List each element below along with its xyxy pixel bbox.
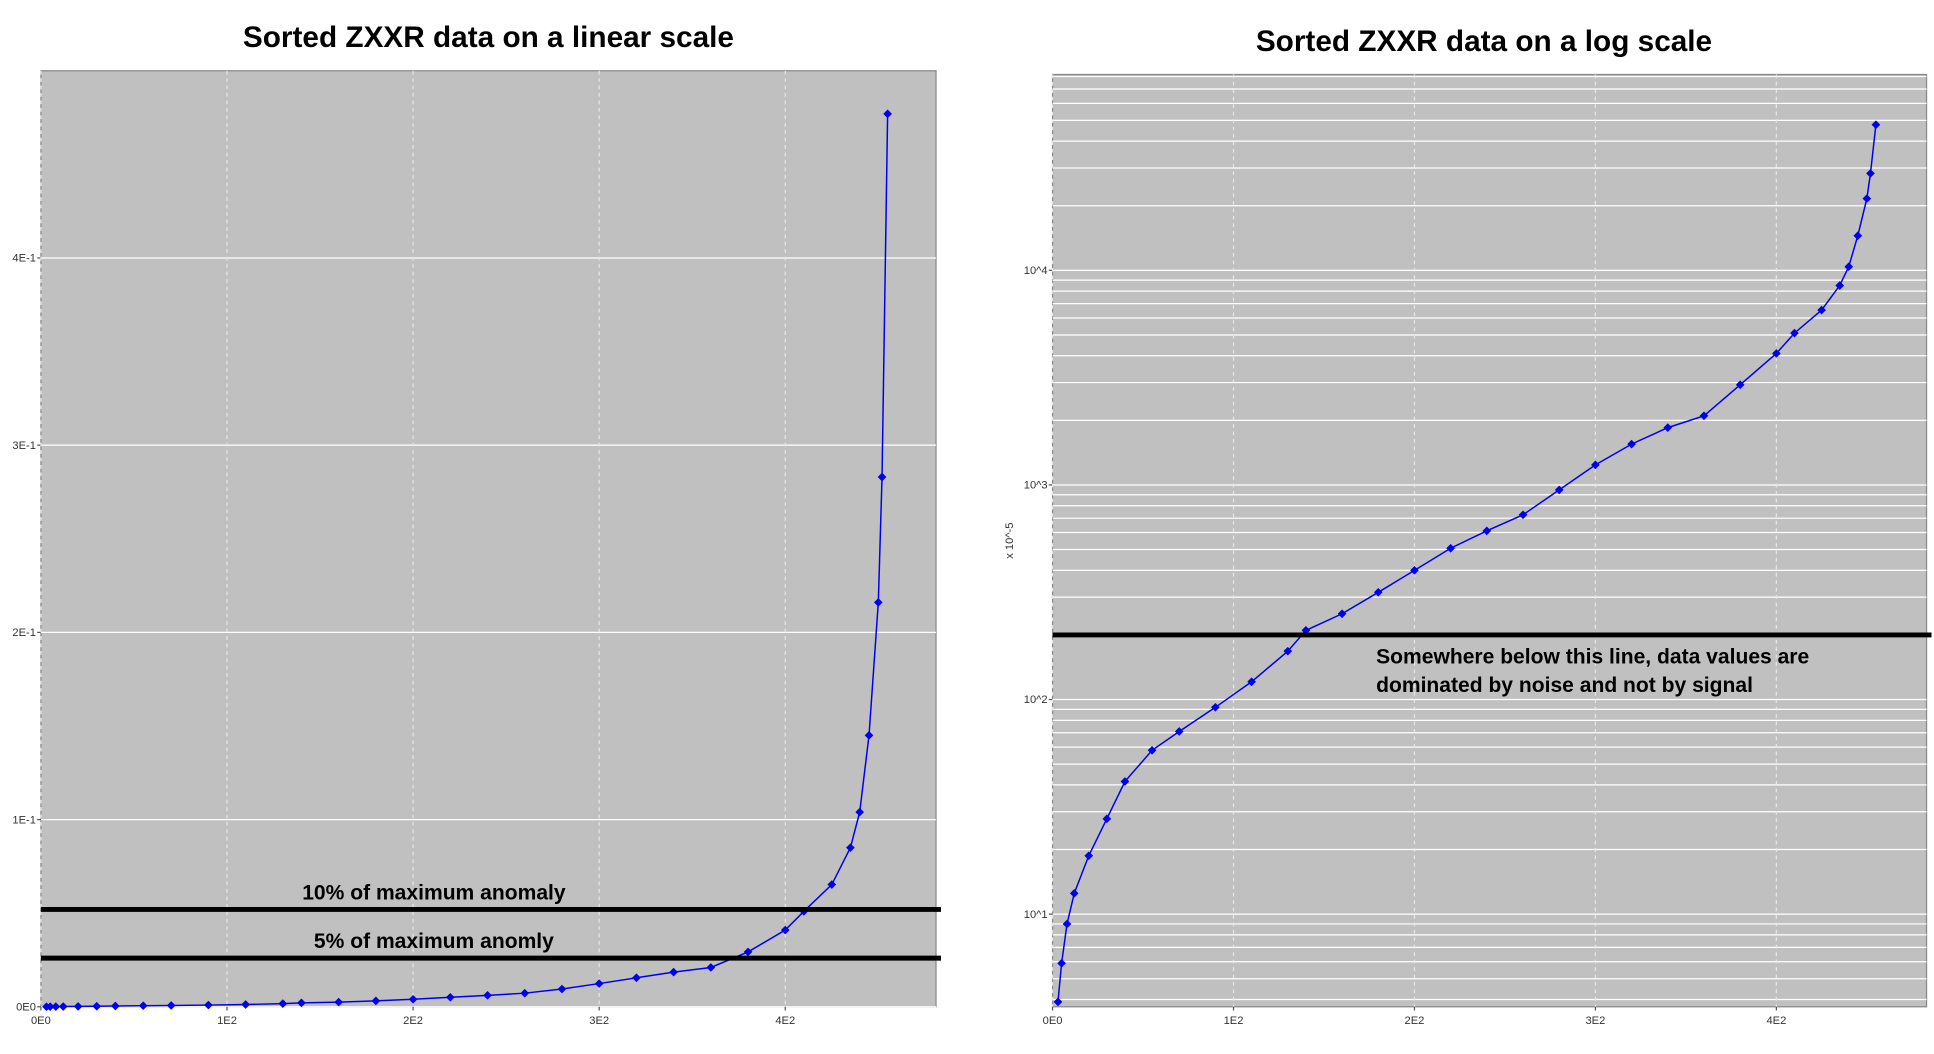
- data-point: [1627, 439, 1636, 449]
- data-point: [1057, 958, 1066, 968]
- data-point: [520, 988, 530, 998]
- data-point: [1174, 727, 1184, 736]
- data-point: [166, 1001, 176, 1010]
- data-point: [1866, 169, 1875, 178]
- x-tick-label: 1E2: [1224, 1015, 1244, 1027]
- data-point: [780, 925, 790, 935]
- y-tick-label: 1E-1: [12, 814, 36, 826]
- data-point: [371, 996, 381, 1006]
- data-point: [1518, 510, 1528, 520]
- data-point: [138, 1001, 148, 1011]
- data-point: [743, 947, 753, 957]
- data-point: [1862, 194, 1872, 203]
- data-point: [846, 843, 855, 852]
- data-line: [1057, 124, 1877, 1002]
- x-tick-label: 1E2: [217, 1015, 237, 1027]
- y-axis-label: x 10^-5: [1004, 523, 1016, 559]
- y-tick-label: 2E-1: [12, 627, 36, 639]
- data-point: [1069, 888, 1079, 898]
- data-point: [1337, 609, 1347, 619]
- annotation: 5% of maximum anomly: [314, 930, 554, 953]
- data-point: [1735, 380, 1745, 390]
- data-point: [1482, 526, 1492, 536]
- x-tick-label: 4E2: [775, 1015, 795, 1027]
- data-point: [1853, 231, 1863, 241]
- data-point: [334, 997, 343, 1007]
- data-point: [483, 991, 492, 1000]
- data-point: [1772, 349, 1781, 358]
- y-tick-label: 10^2: [1024, 694, 1048, 706]
- data-point: [204, 1000, 213, 1010]
- data-point: [1410, 566, 1419, 575]
- annotation: dominated by noise and not by signal: [1376, 674, 1753, 697]
- data-point: [1084, 851, 1094, 861]
- data-point: [1283, 646, 1293, 656]
- data-point: [241, 1000, 250, 1009]
- chart-title: Sorted ZXXR data on a log scale: [1256, 25, 1712, 58]
- data-point: [45, 1002, 55, 1012]
- x-tick-label: 2E2: [1405, 1015, 1425, 1027]
- data-point: [706, 963, 716, 972]
- data-point: [1247, 677, 1256, 687]
- y-tick-label: 3E-1: [12, 440, 36, 452]
- data-point: [1053, 997, 1063, 1007]
- y-tick-label: 10^3: [1024, 480, 1048, 492]
- data-point: [445, 992, 455, 1002]
- data-point: [1663, 423, 1673, 432]
- x-tick-label: 4E2: [1766, 1015, 1786, 1027]
- y-tick-label: 0E0: [16, 1002, 36, 1014]
- data-point: [1871, 120, 1881, 130]
- data-point: [632, 973, 641, 983]
- data-point: [1062, 919, 1072, 929]
- data-point: [855, 807, 865, 817]
- data-point: [1844, 262, 1854, 272]
- x-tick-label: 3E2: [589, 1015, 609, 1027]
- data-point: [1699, 411, 1709, 421]
- data-point: [883, 109, 892, 119]
- data-point: [557, 984, 567, 994]
- data-point: [297, 998, 306, 1008]
- data-point: [408, 994, 418, 1004]
- data-point: [1591, 460, 1600, 470]
- plot-area: [1051, 73, 1928, 1008]
- data-point: [873, 598, 883, 607]
- data-line: [46, 113, 889, 1008]
- x-tick-label: 3E2: [1585, 1015, 1605, 1027]
- x-tick-label: 2E2: [403, 1015, 423, 1027]
- plot-area: [40, 70, 937, 1008]
- data-point: [278, 999, 288, 1008]
- data-point: [827, 880, 837, 889]
- x-tick-label: 0E0: [1043, 1015, 1063, 1027]
- y-tick-label: 4E-1: [12, 253, 36, 265]
- annotation: Somewhere below this line, data values a…: [1376, 645, 1809, 668]
- data-point: [1790, 328, 1799, 338]
- data-point: [864, 730, 874, 740]
- data-point: [1211, 702, 1220, 712]
- annotation: 10% of maximum anomaly: [302, 882, 566, 905]
- data-point: [1554, 485, 1564, 495]
- data-point: [92, 1001, 102, 1011]
- y-tick-label: 10^4: [1024, 265, 1048, 277]
- data-point: [1102, 814, 1112, 824]
- data-point: [1835, 281, 1845, 290]
- y-tick-label: 10^1: [1024, 909, 1048, 921]
- data-point: [594, 979, 604, 988]
- data-point: [1446, 543, 1455, 553]
- data-point: [51, 1002, 61, 1011]
- x-tick-label: 0E0: [31, 1015, 51, 1027]
- data-point: [1147, 745, 1157, 755]
- data-point: [73, 1002, 83, 1011]
- data-point: [877, 472, 887, 482]
- chart-title: Sorted ZXXR data on a linear scale: [243, 21, 734, 54]
- data-point: [1120, 777, 1130, 786]
- data-point: [1373, 587, 1383, 597]
- data-point: [669, 967, 678, 977]
- data-point: [1817, 305, 1826, 315]
